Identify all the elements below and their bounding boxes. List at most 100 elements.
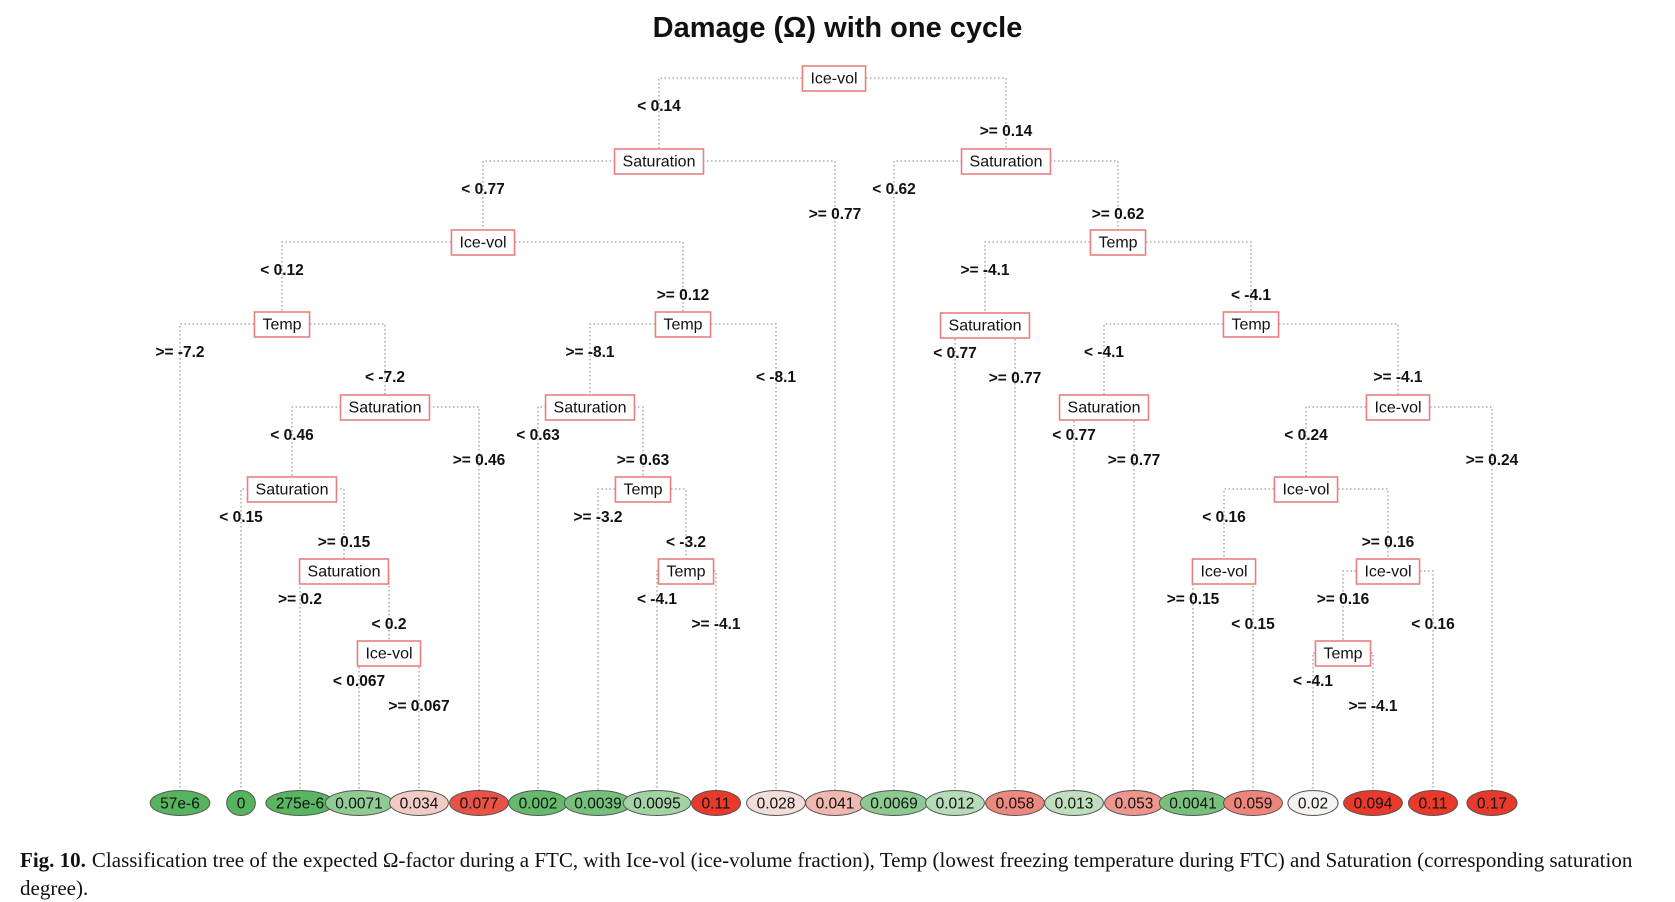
- edge-line: [179, 323, 282, 803]
- leaf-shape: [622, 790, 692, 816]
- edge-label: >= 0.62: [1092, 206, 1145, 223]
- edge-line: [1224, 570, 1254, 803]
- leaf-node: 0.058: [985, 790, 1045, 816]
- split-node-label: Ice-vol: [1282, 482, 1329, 499]
- edge-label: < -3.2: [666, 534, 706, 551]
- split-node-box: [654, 311, 712, 338]
- edge-label: >= 0.77: [989, 370, 1042, 387]
- edge-line: [834, 77, 1007, 161]
- leaf-value: 0.034: [400, 796, 439, 813]
- leaf-node: 0.002: [508, 790, 568, 816]
- edge-label: < 0.46: [270, 427, 314, 444]
- split-node-box: [657, 558, 715, 585]
- leaf-value: 0.059: [1234, 796, 1273, 813]
- leaf-shape: [1343, 790, 1403, 816]
- leaf-value: 0.0071: [335, 796, 382, 813]
- edge-label: >= -3.2: [573, 509, 622, 526]
- edge-line: [1103, 323, 1251, 407]
- leaf-value: 0.041: [816, 796, 855, 813]
- leaf-node: 0.034: [389, 790, 449, 816]
- diagram-title: Damage (Ω) with one cycle: [652, 12, 1023, 44]
- split-node-label: Saturation: [949, 318, 1022, 335]
- leaf-node: 0.0071: [324, 790, 394, 816]
- edge-line: [483, 241, 684, 324]
- edge-label: < 0.15: [1231, 616, 1275, 633]
- edge-label: >= 0.12: [657, 287, 710, 304]
- leaf-shape: [1044, 790, 1104, 816]
- leaf-value: 0.077: [460, 796, 499, 813]
- edge-line: [1388, 570, 1434, 803]
- leaf-value: 0.11: [701, 796, 730, 813]
- leaf-value: 0.028: [757, 796, 796, 813]
- split-node: Saturation: [246, 476, 338, 503]
- leaf-node: 0.0069: [859, 790, 929, 816]
- edge-label: < 0.067: [333, 673, 385, 690]
- split-node: Saturation: [613, 148, 705, 175]
- edge-label: < -4.1: [1293, 673, 1333, 690]
- edge-label: < 0.12: [260, 262, 304, 279]
- leaf-node: 0.041: [805, 790, 865, 816]
- split-node-label: Ice-vol: [365, 646, 412, 663]
- split-node: Ice-vol: [1191, 558, 1257, 585]
- leaf-value: 0.053: [1115, 796, 1154, 813]
- edge-label: >= 0.15: [1167, 591, 1220, 608]
- edge-label: >= -4.1: [691, 616, 740, 633]
- split-node-label: Saturation: [970, 154, 1043, 171]
- split-node: Temp: [614, 476, 672, 503]
- leaf-shape: [690, 790, 742, 816]
- leaf-node: 0.012: [925, 790, 985, 816]
- edge-label: >= -4.1: [1348, 698, 1397, 715]
- edge-line: [1342, 570, 1388, 653]
- split-node-label: Saturation: [256, 482, 329, 499]
- edge-label: >= -4.1: [1373, 369, 1422, 386]
- split-node-label: Temp: [262, 317, 301, 334]
- split-node-label: Temp: [623, 482, 662, 499]
- leaf-node: 0.0095: [622, 790, 692, 816]
- leaf-shape: [1223, 790, 1283, 816]
- edge-label: < -7.2: [365, 369, 405, 386]
- leaf-shape: [149, 790, 211, 816]
- nodes-layer: Ice-vol Saturation Saturation Ice-vol Temp Te…: [246, 65, 1431, 667]
- split-node: Ice-vol: [1365, 394, 1431, 421]
- leaf-node: 57e-6: [149, 790, 211, 816]
- edge-line: [590, 406, 644, 489]
- leaf-node: 0.0041: [1158, 790, 1228, 816]
- edge-line: [240, 488, 292, 803]
- edge-label: < 0.77: [1052, 427, 1096, 444]
- leaf-value: 0.0041: [1169, 796, 1216, 813]
- split-node: Saturation: [544, 394, 636, 421]
- leaf-value: 0.17: [1477, 796, 1507, 813]
- leaf-value: 0.002: [519, 796, 558, 813]
- leaf-shape: [1466, 790, 1518, 816]
- caption-label: Fig. 10.: [20, 848, 86, 872]
- split-node-label: Ice-vol: [1200, 564, 1247, 581]
- edge-label: < 0.16: [1411, 616, 1455, 633]
- edge-label: < -8.1: [756, 369, 796, 386]
- edge-label: < -4.1: [637, 591, 677, 608]
- split-node-label: Temp: [663, 317, 702, 334]
- classification-tree: < 0.14 >= 0.14 < 0.77 >= 0.77 < 0.12 >= 0.12 >…: [149, 65, 1519, 816]
- split-node-label: Saturation: [554, 400, 627, 417]
- leaf-node: 0: [226, 790, 256, 816]
- split-node-label: Temp: [1323, 646, 1362, 663]
- leaf-value: 275e-6: [276, 796, 324, 813]
- edge-line: [482, 160, 659, 242]
- split-node-label: Saturation: [308, 564, 381, 581]
- split-node-box: [246, 476, 338, 503]
- split-node-box: [1089, 229, 1147, 256]
- edge-label: < -4.1: [1231, 287, 1271, 304]
- edge-label: >= -4.1: [960, 262, 1009, 279]
- edge-label: < 0.63: [516, 427, 560, 444]
- edge-label: < 0.2: [372, 616, 407, 633]
- leaf-value: 0.11: [1418, 796, 1447, 813]
- split-node-label: Saturation: [623, 154, 696, 171]
- edge-label: >= 0.77: [809, 206, 862, 223]
- split-node: Temp: [1222, 311, 1280, 338]
- edge-line: [954, 324, 985, 803]
- edge-line: [683, 323, 777, 803]
- edge-line: [985, 324, 1016, 803]
- leaf-node: 0.028: [746, 790, 806, 816]
- edge-line: [291, 406, 385, 489]
- split-node: Saturation: [939, 312, 1031, 339]
- split-node-label: Ice-vol: [459, 235, 506, 252]
